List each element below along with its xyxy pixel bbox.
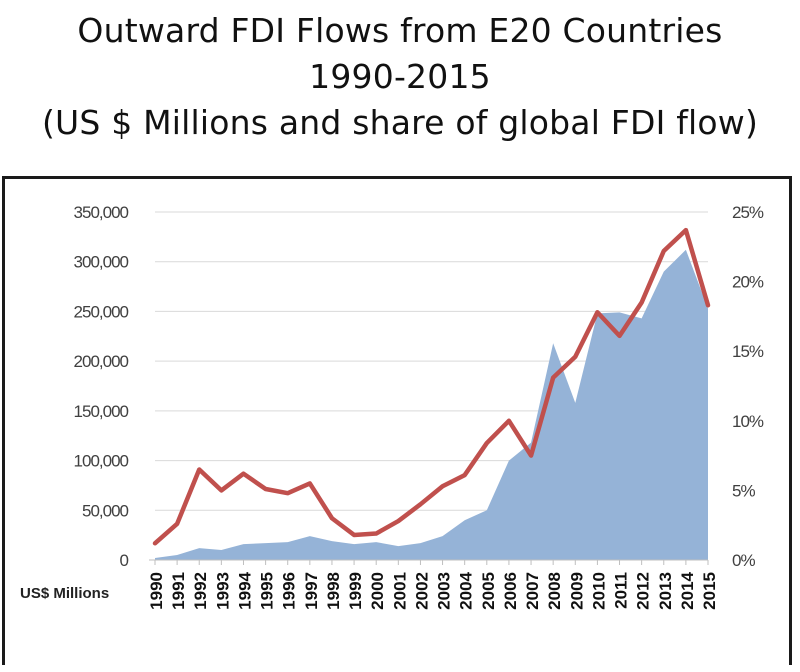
y-tick-label: 100,000	[74, 452, 129, 471]
x-tick-label: 1994	[235, 571, 254, 609]
x-tick-label: 2005	[479, 572, 498, 610]
y2-tick-label: 15%	[732, 342, 764, 361]
area-series-layer	[155, 249, 708, 561]
y2-tick-label: 10%	[732, 412, 764, 431]
axes: 0 50,000 100,000 150,000 200,000 250,000 300,0…	[74, 203, 765, 610]
x-tick-label: 1996	[280, 572, 299, 610]
y-tick-label: 150,000	[74, 402, 129, 421]
title-line-3: (US $ Millions and share of global FDI f…	[41, 103, 759, 142]
x-tick-label: 1995	[258, 572, 277, 610]
x-tick-label: 1992	[191, 572, 210, 610]
x-tick-label: 2010	[589, 572, 608, 610]
x-tick-label: 2013	[656, 572, 675, 610]
y-tick-label: 200,000	[74, 352, 129, 371]
x-tick-label: 2009	[567, 572, 586, 610]
y2-tick-label: 20%	[732, 273, 764, 292]
title-line-1: Outward FDI Flows from E20 Countries	[77, 11, 723, 50]
x-tick-label: 2004	[457, 571, 476, 609]
line-series-layer	[152, 227, 711, 546]
x-tick-label: 2014	[678, 571, 697, 609]
x-tick-label: 2015	[700, 572, 719, 610]
y-tick-label: 300,000	[74, 253, 129, 272]
x-tick-label: 1997	[302, 572, 321, 610]
x-tick-label: 2002	[412, 572, 431, 610]
y-tick-label: 50,000	[82, 501, 129, 520]
x-tick-label: 1991	[169, 572, 188, 610]
x-tick-label: 2003	[435, 572, 454, 610]
x-tick-label: 1993	[213, 572, 232, 610]
title-line-2: 1990-2015	[309, 57, 491, 96]
x-tick-label: 1999	[346, 572, 365, 610]
y-tick-label: 0	[120, 551, 129, 570]
x-tick-label: 2001	[390, 572, 409, 610]
x-tick-label: 2000	[368, 572, 387, 610]
x-tick-label: 2007	[523, 572, 542, 610]
x-tick-label: 2012	[634, 572, 653, 610]
x-tick-label: 1990	[147, 572, 166, 610]
y2-tick-label: 0%	[732, 551, 755, 570]
x-tick-label: 2011	[612, 572, 631, 609]
y-tick-label: 250,000	[74, 302, 129, 321]
x-tick-label: 2006	[501, 572, 520, 610]
chart-title: Outward FDI Flows from E20 Countries 199…	[0, 8, 800, 146]
fdi-flow-area	[155, 249, 708, 561]
chart-frame	[2, 176, 792, 665]
y2-tick-label: 5%	[732, 481, 755, 500]
y-tick-label: 350,000	[74, 203, 129, 222]
x-tick-label: 1998	[324, 572, 343, 610]
y2-tick-label: 25%	[732, 203, 764, 222]
x-tick-label: 2008	[545, 572, 564, 610]
y-axis-label: US$ Millions	[20, 585, 109, 602]
global-share-line	[152, 227, 711, 546]
